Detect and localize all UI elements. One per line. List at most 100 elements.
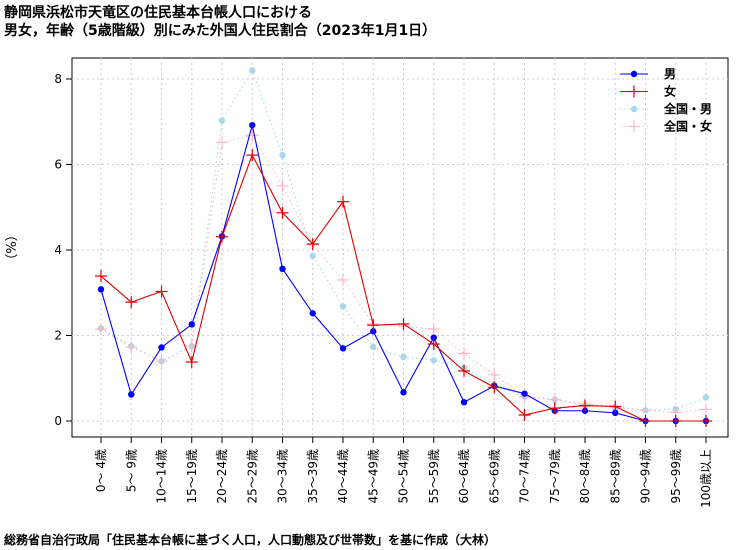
data-point (185, 356, 198, 369)
data-point (579, 399, 591, 412)
data-point (639, 404, 652, 417)
data-point (218, 117, 226, 124)
chart-subtitle: 男女，年齢（5歳階級）別にみた外国人住民割合（2023年1月1日） (4, 23, 437, 39)
x-tick-label: 10～14歳 (155, 449, 169, 504)
x-tick-label: 25～29歳 (245, 449, 259, 504)
x-tick-label: 55～59歳 (427, 449, 441, 504)
series-1 (95, 149, 712, 427)
data-point (548, 402, 561, 415)
y-tick-label: 2 (54, 329, 62, 343)
data-point (339, 303, 347, 310)
x-tick-label: 50～54歳 (397, 449, 411, 504)
x-axis: 0～ 4歳 5～ 9歳 10～14歳 15～19歳 20～24歳 25～29歳 30～34歳… (94, 437, 713, 508)
data-point (488, 381, 501, 394)
data-point (155, 355, 168, 368)
x-tick-label: 45～49歳 (366, 449, 380, 504)
legend-item: 全国・女 (620, 119, 712, 134)
data-point (458, 347, 470, 360)
x-tick-label: 85～89歳 (608, 449, 622, 504)
x-tick-label: 95～99歳 (669, 449, 683, 504)
data-point (427, 338, 440, 351)
data-point (337, 273, 349, 286)
data-point (628, 85, 640, 98)
series-0 (97, 121, 710, 425)
data-point (370, 343, 377, 351)
data-point (612, 409, 619, 417)
data-point (246, 149, 259, 162)
y-tick-label: 8 (54, 72, 62, 86)
x-tick-label: 80～84歳 (578, 449, 592, 504)
x-tick-label: 30～34歳 (276, 449, 290, 504)
data-point (460, 398, 468, 406)
data-point (630, 70, 638, 78)
data-point (216, 136, 228, 149)
data-point (700, 403, 712, 416)
x-tick-label: 0～ 4歳 (94, 449, 108, 492)
y-tick-label: 4 (54, 243, 62, 257)
data-point (188, 321, 195, 328)
data-point (128, 391, 135, 398)
data-point (397, 317, 410, 330)
data-point (309, 252, 316, 260)
data-point (430, 357, 437, 364)
data-point (430, 334, 437, 341)
y-tick-label: 0 (54, 414, 62, 428)
data-point (518, 409, 531, 422)
data-point (488, 368, 501, 381)
chart-title: 静岡県浜松市天竜区の住民基本台帳人口における (4, 5, 312, 21)
data-point (97, 286, 105, 293)
data-point (158, 344, 165, 351)
x-tick-label: 70～74歳 (518, 449, 532, 504)
x-tick-label: 75～79歳 (548, 449, 562, 504)
data-point (400, 353, 407, 361)
data-point (155, 285, 168, 298)
data-point (249, 67, 256, 74)
x-tick-label: 5～ 9歳 (124, 449, 138, 492)
data-point (639, 415, 652, 427)
x-tick-label: 90～94歳 (639, 449, 653, 504)
plot-frame (71, 57, 729, 438)
legend-label: 男 (664, 67, 676, 81)
data-point (609, 400, 622, 413)
data-point (702, 394, 710, 401)
series-group (95, 67, 712, 427)
x-tick-label: 100歳以上 (699, 449, 713, 508)
x-tick-label: 65～69歳 (487, 449, 501, 504)
x-tick-label: 40～44歳 (336, 449, 350, 504)
data-point (125, 341, 138, 354)
data-point (279, 151, 286, 159)
data-point (216, 230, 228, 243)
data-point (125, 296, 138, 309)
data-point (309, 310, 316, 317)
data-point (630, 105, 638, 113)
data-point (95, 270, 107, 283)
x-tick-label: 15～19歳 (185, 449, 199, 504)
data-point (276, 206, 289, 219)
data-point (337, 195, 349, 208)
data-point (427, 323, 440, 336)
legend-item: 全国・男 (620, 101, 712, 116)
data-point (246, 129, 259, 142)
grid-lines (72, 58, 728, 437)
legend-label: 全国・女 (663, 119, 712, 134)
y-tick-label: 6 (54, 158, 62, 172)
legend-item: 男 (620, 67, 676, 81)
data-point (279, 265, 286, 273)
data-point (700, 415, 712, 427)
data-point (339, 345, 347, 352)
legend-item: 女 (620, 84, 676, 99)
x-tick-label: 20～24歳 (215, 449, 229, 504)
y-axis-label: （%） (5, 228, 20, 266)
legend-label: 全国・男 (663, 101, 712, 116)
data-point (276, 179, 289, 192)
data-point (400, 389, 407, 396)
data-point (367, 319, 380, 332)
x-tick-label: 60～64歳 (457, 449, 471, 504)
data-point (306, 238, 319, 251)
source-note: 総務省自治行政局「住民基本台帳に基づく人口，人口動態及び世帯数」を基に作成（大林… (4, 533, 497, 547)
data-point (628, 120, 640, 133)
legend-label: 女 (664, 84, 676, 99)
data-point (249, 121, 256, 129)
